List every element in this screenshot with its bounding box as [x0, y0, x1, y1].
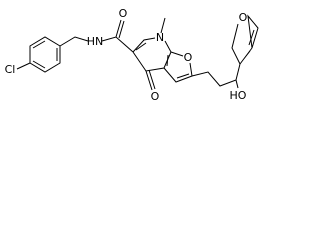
- butyl-chain: [191, 63, 241, 87]
- structure-diagram: Cl HN O N O O HO O: [5, 7, 259, 103]
- benzyl-bond: [59, 36, 89, 47]
- benzene-double-bonds: [32, 40, 58, 69]
- benzene-ring: [29, 36, 61, 73]
- atom-label: O: [119, 7, 128, 20]
- atom-labels: Cl HN O N O O HO O: [5, 7, 248, 103]
- fused-furan-double-bonds: [166, 54, 190, 79]
- pyridinone-ring: [132, 37, 172, 72]
- c-cl-bond: [16, 62, 31, 70]
- c-oh-bond: [235, 79, 239, 89]
- atom-label: N: [156, 31, 164, 44]
- n-methyl: [160, 17, 166, 34]
- atom-label: O: [151, 90, 160, 103]
- atom-label: O: [184, 51, 193, 64]
- bonds: [16, 14, 259, 91]
- atom-label: Cl: [5, 63, 16, 76]
- atom-label: HO: [230, 89, 247, 102]
- furan-ring: [231, 14, 259, 65]
- page: {"atoms": [ {"label": "Cl"}, {"label": "…: [0, 0, 320, 112]
- fused-furan-ring: [163, 51, 193, 83]
- ketone-carbonyl: [145, 69, 156, 91]
- atom-label: HN: [87, 35, 104, 48]
- furan-double-bonds: [239, 29, 255, 65]
- pyridinone-double-bond: [135, 42, 147, 51]
- amide-bond: [101, 36, 134, 53]
- amide-carbonyl: [115, 19, 125, 39]
- atom-label: O: [239, 11, 248, 24]
